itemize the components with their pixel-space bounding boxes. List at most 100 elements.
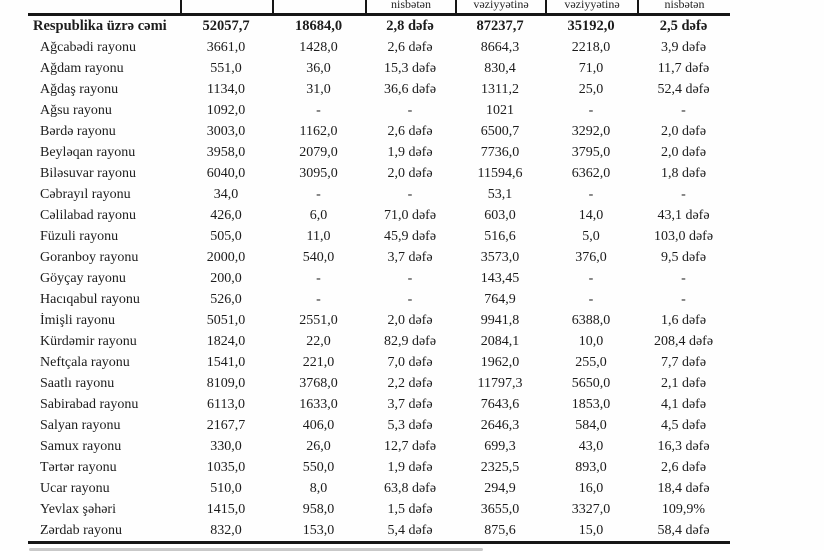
cell-value: 2,0 dəfə <box>660 123 707 139</box>
cell-value: 2218,0 <box>571 39 611 55</box>
cell-value: 1,8 dəfə <box>660 165 707 181</box>
cell-value: 52057,7 <box>202 18 250 34</box>
district-name: Göyçay rayonu <box>40 270 126 286</box>
cell-value: - <box>407 291 413 307</box>
cell-value: 1,5 dəfə <box>387 501 433 517</box>
cell-value: 540,0 <box>302 249 335 265</box>
cell-value: 16,0 <box>578 480 604 496</box>
statistics-table: nisbətən vəziyyətinə vəziyyətinə nisbətə… <box>28 0 730 544</box>
total-row: Respublika üzrə cəmi 52057,7 18684,0 2,8… <box>28 16 730 37</box>
table-row: Neftçala rayonu 1541,0 221,0 7,0 dəfə 19… <box>28 352 730 373</box>
cell-value: 3,7 dəfə <box>387 249 433 265</box>
cell-value: 109,9% <box>661 501 706 517</box>
table-row: Goranboy rayonu 2000,0 540,0 3,7 dəfə 35… <box>28 247 730 268</box>
cell-value: 1853,0 <box>571 396 611 412</box>
cell-value: 294,9 <box>484 480 516 496</box>
cell-value: 510,0 <box>210 480 242 496</box>
header-cell-col2 <box>180 0 272 13</box>
district-name: Neftçala rayonu <box>40 354 130 370</box>
cell-value: 15,3 dəfə <box>383 60 437 76</box>
table-row: Samux rayonu 330,0 26,0 12,7 dəfə 699,3 … <box>28 436 730 457</box>
cell-value: 82,9 dəfə <box>383 333 437 349</box>
cell-value: 71,0 <box>578 60 604 76</box>
table-row: Füzuli rayonu 505,0 11,0 45,9 dəfə 516,6… <box>28 226 730 247</box>
cell-value: - <box>316 102 321 118</box>
cell-value: 3095,0 <box>299 165 338 181</box>
cell-value: 699,3 <box>484 438 516 454</box>
cell-value: 550,0 <box>302 459 335 475</box>
cell-value: 208,4 dəfə <box>653 333 714 349</box>
cell-value: 43,0 <box>578 438 604 454</box>
cell-value: 2,0 dəfə <box>387 165 433 181</box>
cell-value: 3655,0 <box>480 501 520 517</box>
cell-value: 2,5 dəfə <box>659 18 708 34</box>
cell-value: 2551,0 <box>299 312 338 328</box>
cell-value: - <box>681 186 686 202</box>
cell-value: 3573,0 <box>480 249 520 265</box>
table-row: Ağsu rayonu 1092,0 - - 1021 - - <box>28 100 730 121</box>
cell-value: 11,0 <box>306 228 331 244</box>
district-name: Beyləqan rayonu <box>40 144 136 160</box>
cell-value: 25,0 <box>578 81 604 97</box>
cell-value: - <box>407 270 413 286</box>
cell-value: 34,0 <box>213 186 239 202</box>
cell-value: 6113,0 <box>207 396 245 412</box>
cell-value: 1824,0 <box>206 333 246 349</box>
cell-value: 1633,0 <box>299 396 338 412</box>
table-row: Salyan rayonu 2167,7 406,0 5,3 dəfə 2646… <box>28 415 730 436</box>
district-name: Füzuli rayonu <box>40 228 119 244</box>
cell-value: 875,6 <box>484 522 516 538</box>
district-name: Samux rayonu <box>40 438 122 454</box>
cell-value: 2,6 dəfə <box>387 123 433 139</box>
table-row: Beyləqan rayonu 3958,0 2079,0 1,9 dəfə 7… <box>28 142 730 163</box>
cell-value: 3661,0 <box>206 39 246 55</box>
district-name: Saatlı rayonu <box>40 375 115 391</box>
cell-value: 7,0 dəfə <box>387 354 433 370</box>
district-name: Bərdə rayonu <box>40 123 116 139</box>
cell-value: 7643,6 <box>480 396 520 412</box>
cell-value: 10,0 <box>578 333 604 349</box>
cell-value: 1415,0 <box>206 501 246 517</box>
table-row: Ucar rayonu 510,0 8,0 63,8 dəfə 294,9 16… <box>28 478 730 499</box>
header-cell-veziyyetine-1: vəziyyətinə <box>455 0 545 13</box>
cell-value: 36,6 dəfə <box>383 81 437 97</box>
cell-value: 11594,6 <box>477 165 523 181</box>
cell-value: - <box>588 186 594 202</box>
cell-value: 526,0 <box>210 291 242 307</box>
cell-value: 153,0 <box>302 522 335 538</box>
header-cell-col3 <box>272 0 365 13</box>
cell-value: 376,0 <box>575 249 607 265</box>
cell-value: 330,0 <box>210 438 242 454</box>
district-name: Salyan rayonu <box>40 417 121 433</box>
table-row: Göyçay rayonu 200,0 - - 143,45 - - <box>28 268 730 289</box>
cell-value: 2,6 dəfə <box>660 459 707 475</box>
cell-value: 5,0 <box>582 228 600 244</box>
cell-value: 5,3 dəfə <box>387 417 433 433</box>
district-name: Cəlilabad rayonu <box>40 207 137 223</box>
cell-value: 1311,2 <box>481 81 519 97</box>
cell-value: 6,0 <box>309 207 328 223</box>
cell-value: 5051,0 <box>206 312 246 328</box>
cell-value: 143,45 <box>480 270 520 286</box>
cell-value: 8664,3 <box>480 39 520 55</box>
cell-value: 71,0 dəfə <box>383 207 437 223</box>
table-row: Ağdaş rayonu 1134,0 31,0 36,6 dəfə 1311,… <box>28 79 730 100</box>
cell-value: 1962,0 <box>480 354 520 370</box>
cell-value: 221,0 <box>302 354 335 370</box>
cell-value: 893,0 <box>575 459 607 475</box>
district-name: Cəbrayıl rayonu <box>40 186 131 202</box>
header-cell-district <box>28 0 180 13</box>
cell-value: 5650,0 <box>571 375 611 391</box>
cell-value: 12,7 dəfə <box>383 438 437 454</box>
cell-value: - <box>407 186 413 202</box>
cell-value: 2325,5 <box>480 459 520 475</box>
cell-value: 6362,0 <box>571 165 611 181</box>
cell-value: 1,9 dəfə <box>387 144 433 160</box>
cell-value: 2084,1 <box>480 333 520 349</box>
cell-value: 2167,7 <box>206 417 246 433</box>
table-row: Cəlilabad rayonu 426,0 6,0 71,0 dəfə 603… <box>28 205 730 226</box>
cell-value: 6500,7 <box>480 123 520 139</box>
cell-value: 8109,0 <box>206 375 246 391</box>
table-row: Sabirabad rayonu 6113,0 1633,0 3,7 dəfə … <box>28 394 730 415</box>
cell-value: 830,4 <box>484 60 516 76</box>
